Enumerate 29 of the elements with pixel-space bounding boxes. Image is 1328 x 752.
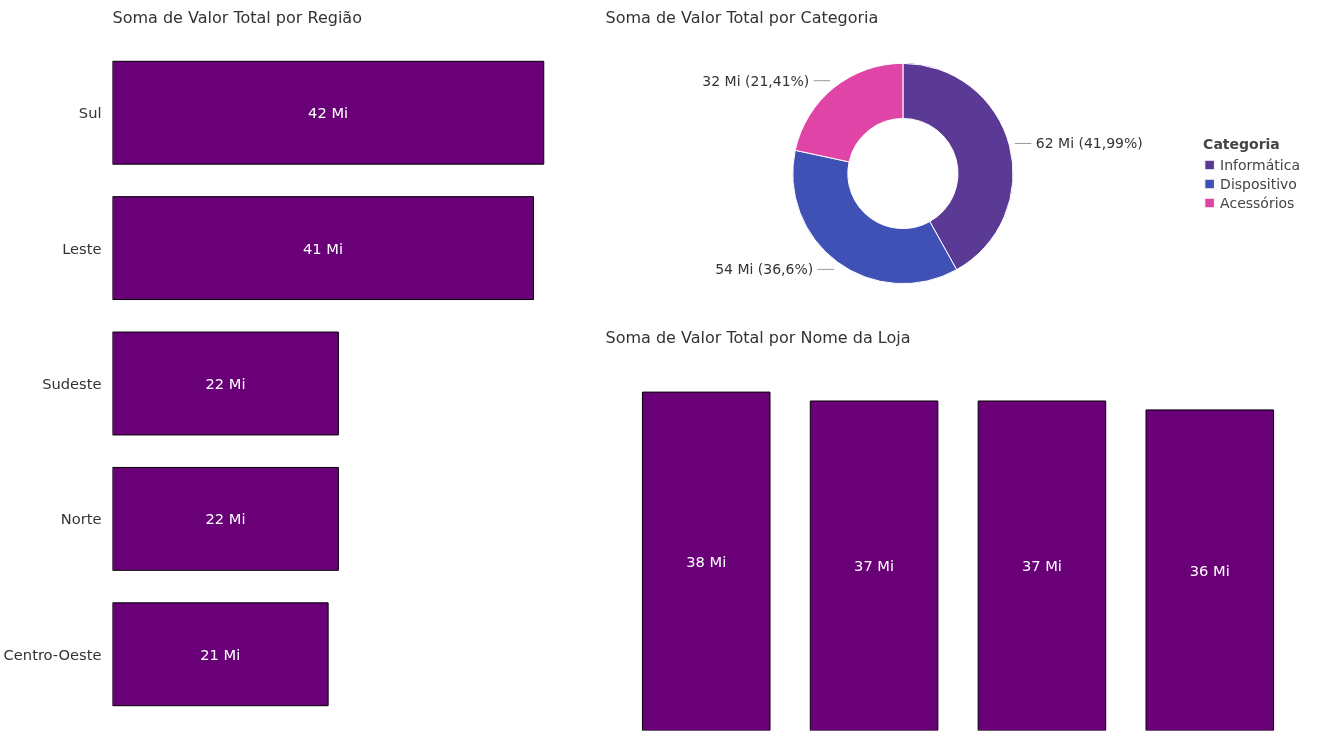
- chart-title: Soma de Valor Total por Categoria: [605, 7, 879, 27]
- bar: [112, 60, 545, 165]
- y-tick-label: Centro-Oeste: [3, 645, 102, 663]
- data-label: 32 Mi (21,41%): [702, 72, 810, 89]
- bar: [112, 196, 534, 301]
- data-label: 41 Mi: [302, 239, 344, 257]
- data-label: 37 Mi: [854, 557, 895, 575]
- bar: [112, 466, 339, 571]
- legend-label: Dispositivo: [1220, 175, 1297, 192]
- data-label: 37 Mi: [1021, 557, 1062, 575]
- y-tick-label: Norte: [60, 510, 102, 528]
- data-label: 42 Mi: [308, 104, 349, 122]
- y-tick-label: Sudeste: [42, 375, 102, 392]
- bar: [112, 331, 339, 436]
- data-label: 22 Mi: [205, 375, 246, 392]
- data-label: 38 Mi: [686, 552, 727, 570]
- legend-label: Acessórios: [1220, 194, 1295, 211]
- data-label: 54 Mi (36,6%): [715, 261, 814, 278]
- bar: [112, 602, 329, 707]
- data-label: 62 Mi (41,99%): [1035, 135, 1143, 152]
- legend-title: Categoria: [1203, 135, 1281, 152]
- data-label: 22 Mi: [205, 510, 246, 528]
- y-tick-label: Sul: [78, 104, 102, 122]
- chart-title: Soma de Valor Total por Nome da Loja: [605, 327, 911, 347]
- legend-label: Informática: [1220, 156, 1300, 173]
- data-label: 36 Mi: [1189, 561, 1230, 579]
- y-tick-label: Leste: [62, 239, 102, 257]
- chart-title: Soma de Valor Total por Região: [112, 7, 362, 27]
- data-label: 21 Mi: [200, 645, 241, 663]
